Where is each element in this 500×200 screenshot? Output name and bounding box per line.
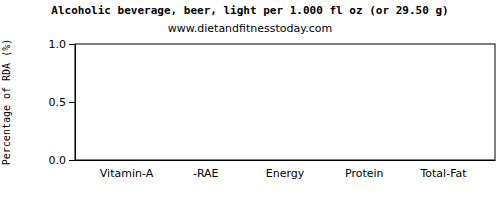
x-tick-label: Energy	[266, 167, 305, 180]
x-axis-line	[76, 160, 496, 161]
y-tick: 0.0	[49, 154, 76, 167]
chart: Alcoholic beverage, beer, light per 1.00…	[0, 0, 500, 200]
x-tick: Energy	[266, 160, 305, 180]
x-tick-label: Total-Fat	[419, 167, 467, 180]
subtitle: www.dietandfitnesstoday.com	[168, 22, 332, 35]
y-tick-mark	[69, 102, 75, 103]
y-axis-line	[75, 45, 76, 161]
y-tick: 0.5	[49, 96, 76, 109]
x-axis: Vitamin-A -RAE Energy Protein Total-Fat	[76, 160, 496, 180]
plot: 0.0 0.5 1.0 Vitamin-A -RAE Energy Protein Total…	[49, 38, 496, 180]
y-tick-label: 1.0	[49, 38, 67, 51]
y-tick: 1.0	[49, 38, 76, 51]
x-tick: -RAE	[193, 160, 219, 180]
y-tick-mark	[69, 160, 75, 161]
y-tick-label: 0.5	[49, 96, 67, 109]
x-tick: Total-Fat	[419, 160, 467, 180]
y-tick-label: 0.0	[49, 154, 67, 167]
x-tick-label: -RAE	[193, 167, 219, 180]
y-axis-title: Percentage of RDA (%)	[1, 39, 12, 165]
title: Alcoholic beverage, beer, light per 1.00…	[51, 4, 448, 17]
y-axis: 0.0 0.5 1.0	[49, 38, 76, 167]
plot-frame	[75, 44, 495, 160]
x-tick: Vitamin-A	[100, 160, 154, 180]
x-tick: Protein	[345, 160, 384, 180]
x-tick-label: Protein	[345, 167, 384, 180]
x-tick-label: Vitamin-A	[100, 167, 154, 180]
y-tick-mark	[69, 44, 75, 45]
